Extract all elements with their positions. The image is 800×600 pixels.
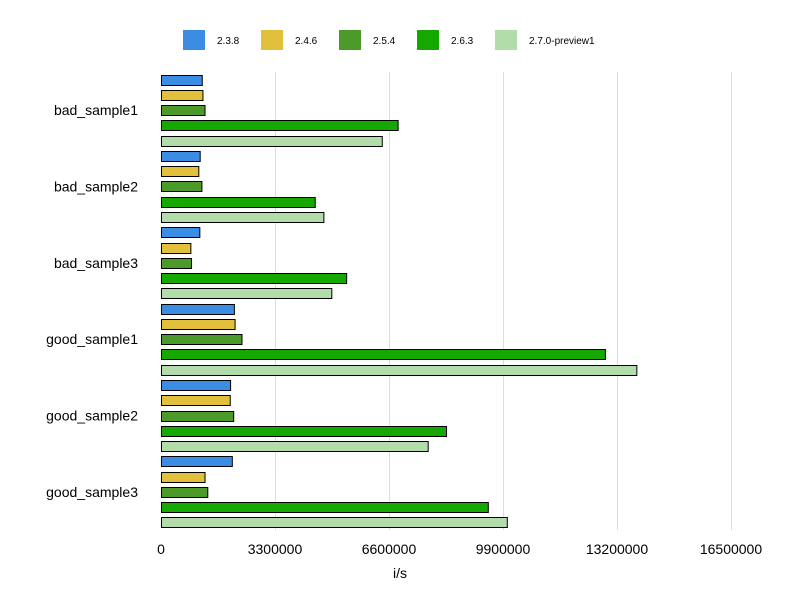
bar-bad_sample2-2.4.6 [161,166,200,177]
category-label: good_sample2 [46,408,138,424]
bar-bad_sample3-2.5.4 [161,258,193,269]
bar-good_sample3-2.6.3 [161,502,489,513]
bar-good_sample2-2.6.3 [161,426,447,437]
x-tick-label: 16500000 [700,541,763,557]
bar-bad_sample3-2.4.6 [161,243,192,254]
category-label: bad_sample3 [54,255,138,271]
x-tick-label: 3300000 [248,541,303,557]
bar-bad_sample3-2.6.3 [161,273,348,284]
bar-good_sample3-2.5.4 [161,487,209,498]
bar-bad_sample2-2.5.4 [161,181,203,192]
category-label: bad_sample2 [54,179,138,195]
bar-good_sample1-2.3.8 [161,304,235,315]
legend-label: 2.4.6 [295,36,318,47]
category-labels: bad_sample1 bad_sample2 bad_sample3 good_sa… [46,102,138,500]
legend-item[interactable]: 2.4.6 [261,30,318,50]
x-tick-label: 9900000 [476,541,531,557]
bar-good_sample1-2.6.3 [161,349,606,360]
x-tick-label: 13200000 [586,541,649,557]
category-label: good_sample1 [46,331,138,347]
bar-good_sample2-2.5.4 [161,411,235,422]
legend-swatch [495,30,517,50]
bar-bad_sample1-2.6.3 [161,120,399,131]
legend-swatch [261,30,283,50]
category-label: bad_sample1 [54,102,138,118]
bar-good_sample2-2.3.8 [161,380,232,391]
x-tick-labels: 0 3300000 6600000 9900000 13200000 16500000 [157,541,762,557]
x-tick-label: 6600000 [362,541,417,557]
legend: 2.3.8 2.4.6 2.5.4 2.6.3 2.7.0-preview1 [183,30,595,50]
bar-bad_sample3-2.7.0-preview1 [161,288,333,299]
bar-bad_sample1-2.3.8 [161,75,203,86]
bar-good_sample3-2.7.0-preview1 [161,517,508,528]
bar-good_sample3-2.4.6 [161,472,206,483]
x-tick-label: 0 [157,541,165,557]
legend-item[interactable]: 2.6.3 [417,30,474,50]
bar-bad_sample3-2.3.8 [161,227,201,238]
legend-item[interactable]: 2.3.8 [183,30,240,50]
legend-swatch [417,30,439,50]
bars [161,75,638,528]
bar-good_sample3-2.3.8 [161,456,233,467]
bar-bad_sample1-2.4.6 [161,90,204,101]
bar-bad_sample1-2.5.4 [161,105,206,116]
gridlines [275,72,732,530]
legend-label: 2.7.0-preview1 [529,36,595,47]
category-label: good_sample3 [46,484,138,500]
legend-label: 2.5.4 [373,36,396,47]
legend-swatch [339,30,361,50]
legend-label: 2.3.8 [217,36,240,47]
bar-good_sample1-2.5.4 [161,334,243,345]
bar-good_sample2-2.4.6 [161,395,231,406]
bar-bad_sample2-2.7.0-preview1 [161,212,325,223]
legend-label: 2.6.3 [451,36,474,47]
bar-bad_sample2-2.3.8 [161,151,201,162]
bar-good_sample2-2.7.0-preview1 [161,441,429,452]
legend-swatch [183,30,205,50]
bar-bad_sample2-2.6.3 [161,197,316,208]
bar-good_sample1-2.7.0-preview1 [161,365,638,376]
bar-bad_sample1-2.7.0-preview1 [161,136,383,147]
bar-good_sample1-2.4.6 [161,319,236,330]
legend-item[interactable]: 2.5.4 [339,30,396,50]
legend-item[interactable]: 2.7.0-preview1 [495,30,595,50]
x-axis-title: i/s [393,565,407,581]
